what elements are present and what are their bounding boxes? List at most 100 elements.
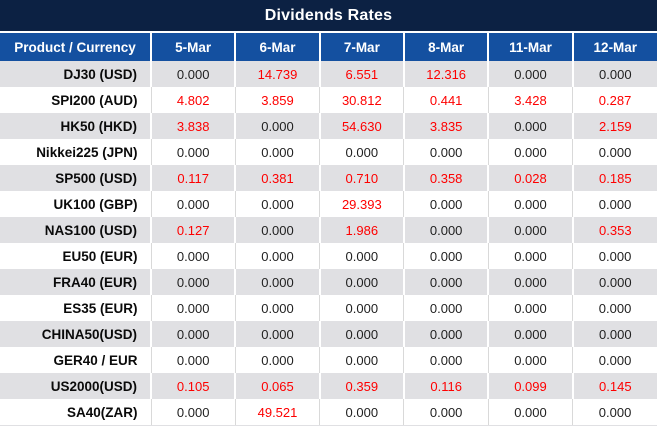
rate-cell: 0.127 bbox=[151, 217, 237, 243]
product-label: FRA40 (EUR) bbox=[0, 269, 152, 295]
column-header-date: 5-Mar bbox=[151, 33, 237, 61]
product-label: CHINA50(USD) bbox=[0, 321, 152, 347]
rate-cell: 0.000 bbox=[403, 399, 489, 425]
rate-cell: 0.000 bbox=[319, 295, 405, 321]
rate-cell: 0.000 bbox=[151, 269, 237, 295]
rate-cell: 0.000 bbox=[572, 191, 657, 217]
rate-cell: 0.000 bbox=[319, 243, 405, 269]
rate-cell: 0.185 bbox=[572, 165, 657, 191]
product-label: US2000(USD) bbox=[0, 373, 152, 399]
rate-cell: 0.353 bbox=[572, 217, 657, 243]
rate-cell: 0.000 bbox=[488, 113, 574, 139]
rate-cell: 0.000 bbox=[403, 139, 489, 165]
rate-cell: 14.739 bbox=[235, 61, 321, 87]
rate-cell: 0.000 bbox=[488, 61, 574, 87]
rate-cell: 3.428 bbox=[488, 87, 574, 113]
column-header-date: 8-Mar bbox=[403, 33, 490, 61]
table-row: SP500 (USD) 0.117 0.381 0.710 0.358 0.028 0.18… bbox=[0, 165, 657, 191]
rate-cell: 3.838 bbox=[151, 113, 237, 139]
product-label: NAS100 (USD) bbox=[0, 217, 152, 243]
rate-cell: 0.000 bbox=[403, 191, 489, 217]
rate-cell: 0.000 bbox=[488, 321, 574, 347]
rate-cell: 0.000 bbox=[403, 321, 490, 347]
rate-cell: 49.521 bbox=[235, 399, 321, 425]
rate-cell: 3.859 bbox=[235, 87, 321, 113]
column-header-date: 6-Mar bbox=[235, 33, 321, 61]
rate-cell: 0.116 bbox=[403, 373, 490, 399]
product-label: SP500 (USD) bbox=[0, 165, 152, 191]
rate-cell: 0.000 bbox=[488, 347, 574, 373]
rate-cell: 0.000 bbox=[235, 113, 321, 139]
rate-cell: 0.099 bbox=[488, 373, 574, 399]
product-label: UK100 (GBP) bbox=[0, 191, 152, 217]
rate-cell: 2.159 bbox=[572, 113, 657, 139]
rate-cell: 3.835 bbox=[403, 113, 490, 139]
rate-cell: 0.000 bbox=[319, 347, 405, 373]
rate-cell: 29.393 bbox=[319, 191, 405, 217]
product-label: HK50 (HKD) bbox=[0, 113, 152, 139]
table-row: SA40(ZAR) 0.000 49.521 0.000 0.000 0.000 0.000 bbox=[0, 399, 657, 425]
rate-cell: 0.000 bbox=[235, 243, 321, 269]
rate-cell: 0.000 bbox=[319, 321, 405, 347]
table-row: Nikkei225 (JPN) 0.000 0.000 0.000 0.000 0.000… bbox=[0, 139, 657, 165]
column-header-product: Product / Currency bbox=[0, 33, 152, 61]
table-row: GER40 / EUR 0.000 0.000 0.000 0.000 0.000 0.00… bbox=[0, 347, 657, 373]
table-row: CHINA50(USD) 0.000 0.000 0.000 0.000 0.000 0.0… bbox=[0, 321, 657, 347]
rate-cell: 0.145 bbox=[572, 373, 657, 399]
rate-cell: 0.000 bbox=[235, 139, 321, 165]
rate-cell: 0.000 bbox=[572, 243, 657, 269]
rate-cell: 0.000 bbox=[572, 269, 657, 295]
rate-cell: 0.381 bbox=[235, 165, 321, 191]
rate-cell: 0.000 bbox=[403, 269, 490, 295]
column-header-date: 11-Mar bbox=[488, 33, 574, 61]
table-row: FRA40 (EUR) 0.000 0.000 0.000 0.000 0.000 0.00… bbox=[0, 269, 657, 295]
rate-cell: 0.358 bbox=[403, 165, 490, 191]
rate-cell: 0.000 bbox=[151, 295, 236, 321]
table-row: ES35 (EUR) 0.000 0.000 0.000 0.000 0.000 0.000 bbox=[0, 295, 657, 321]
rate-cell: 0.000 bbox=[319, 139, 405, 165]
rate-cell: 0.000 bbox=[235, 269, 321, 295]
product-label: SA40(ZAR) bbox=[0, 399, 152, 425]
table-row: US2000(USD) 0.105 0.065 0.359 0.116 0.099 0.14… bbox=[0, 373, 657, 399]
rate-cell: 0.000 bbox=[151, 399, 236, 425]
rate-cell: 0.000 bbox=[403, 243, 489, 269]
table-row: SPI200 (AUD) 4.802 3.859 30.812 0.441 3.428 0.… bbox=[0, 87, 657, 113]
rate-cell: 0.000 bbox=[488, 399, 574, 425]
product-label: DJ30 (USD) bbox=[0, 61, 152, 87]
rate-cell: 0.000 bbox=[572, 347, 657, 373]
dividends-table: Product / Currency 5-Mar 6-Mar 7-Mar 8-Mar 1… bbox=[0, 33, 657, 425]
rate-cell: 0.028 bbox=[488, 165, 574, 191]
rate-cell: 30.812 bbox=[319, 87, 405, 113]
product-label: GER40 / EUR bbox=[0, 347, 152, 373]
rate-cell: 0.000 bbox=[403, 217, 490, 243]
header-row: Product / Currency 5-Mar 6-Mar 7-Mar 8-Mar 1… bbox=[0, 33, 657, 61]
rate-cell: 4.802 bbox=[151, 87, 236, 113]
product-label: ES35 (EUR) bbox=[0, 295, 152, 321]
rate-cell: 0.000 bbox=[488, 217, 574, 243]
rate-cell: 0.000 bbox=[235, 217, 321, 243]
rate-cell: 0.000 bbox=[151, 321, 237, 347]
rate-cell: 0.000 bbox=[572, 295, 657, 321]
rate-cell: 0.000 bbox=[319, 269, 405, 295]
table-row: DJ30 (USD) 0.000 14.739 6.551 12.316 0.000 0.0… bbox=[0, 61, 657, 87]
rate-cell: 0.117 bbox=[151, 165, 237, 191]
rate-cell: 0.000 bbox=[488, 243, 574, 269]
product-label: EU50 (EUR) bbox=[0, 243, 152, 269]
table-row: UK100 (GBP) 0.000 0.000 29.393 0.000 0.000 0.0… bbox=[0, 191, 657, 217]
rate-cell: 0.000 bbox=[235, 347, 321, 373]
rate-cell: 0.000 bbox=[151, 139, 236, 165]
rate-cell: 0.000 bbox=[151, 191, 236, 217]
page-title: Dividends Rates bbox=[0, 0, 657, 33]
rate-cell: 6.551 bbox=[319, 61, 405, 87]
rate-cell: 0.000 bbox=[319, 399, 405, 425]
rate-cell: 0.000 bbox=[151, 243, 236, 269]
column-header-date: 12-Mar bbox=[572, 33, 657, 61]
rate-cell: 0.710 bbox=[319, 165, 405, 191]
rate-cell: 0.287 bbox=[572, 87, 657, 113]
rate-cell: 0.000 bbox=[572, 139, 657, 165]
rate-cell: 12.316 bbox=[403, 61, 490, 87]
table-row: EU50 (EUR) 0.000 0.000 0.000 0.000 0.000 0.000 bbox=[0, 243, 657, 269]
rate-cell: 0.000 bbox=[572, 61, 657, 87]
table-row: HK50 (HKD) 3.838 0.000 54.630 3.835 0.000 2.15… bbox=[0, 113, 657, 139]
